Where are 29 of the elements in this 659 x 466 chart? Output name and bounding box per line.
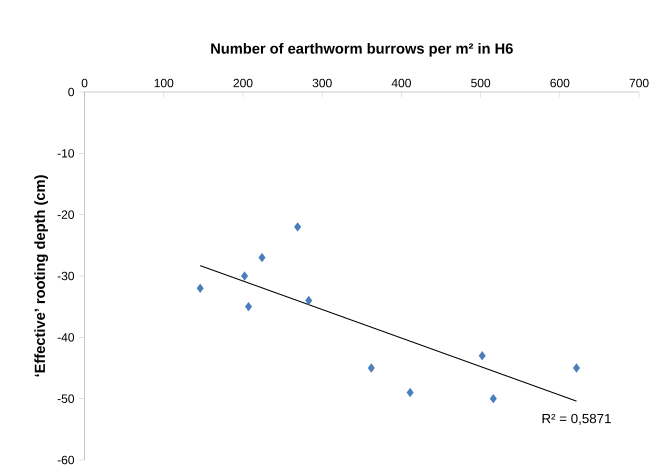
x-tick-label: 400: [392, 78, 411, 88]
x-tick-label: 700: [630, 78, 649, 88]
point: [406, 388, 414, 398]
x-tick-label: 0: [82, 78, 88, 88]
chart-title: Number of earthworm burrows per m² in H6: [211, 42, 513, 57]
y-tick-label: -60: [58, 456, 74, 464]
y-tick-label: -30: [58, 272, 74, 280]
point: [478, 351, 486, 360]
point: [258, 253, 266, 262]
point: [368, 363, 375, 373]
point: [245, 302, 252, 312]
point: [490, 394, 497, 404]
point: [241, 271, 248, 281]
x-tick-label: 200: [234, 78, 253, 88]
y-tick-label: -50: [58, 394, 74, 403]
point: [196, 284, 204, 293]
point: [573, 363, 580, 373]
y-axis-title: ‘Effective’ rooting depth (cm): [34, 175, 48, 376]
x-tick-label: 300: [312, 78, 332, 88]
y-tick-label: 0: [68, 88, 74, 96]
point: [294, 222, 302, 232]
y-tick-label: -20: [58, 210, 74, 219]
y-tick-label: -10: [58, 149, 74, 158]
annotation: R² = 0,5871: [542, 414, 611, 425]
x-tick-label: 100: [154, 78, 174, 88]
y-tick-label: -40: [58, 333, 74, 342]
x-tick-label: 500: [471, 78, 490, 88]
x-tick-label: 600: [550, 78, 570, 88]
point: [305, 296, 312, 306]
